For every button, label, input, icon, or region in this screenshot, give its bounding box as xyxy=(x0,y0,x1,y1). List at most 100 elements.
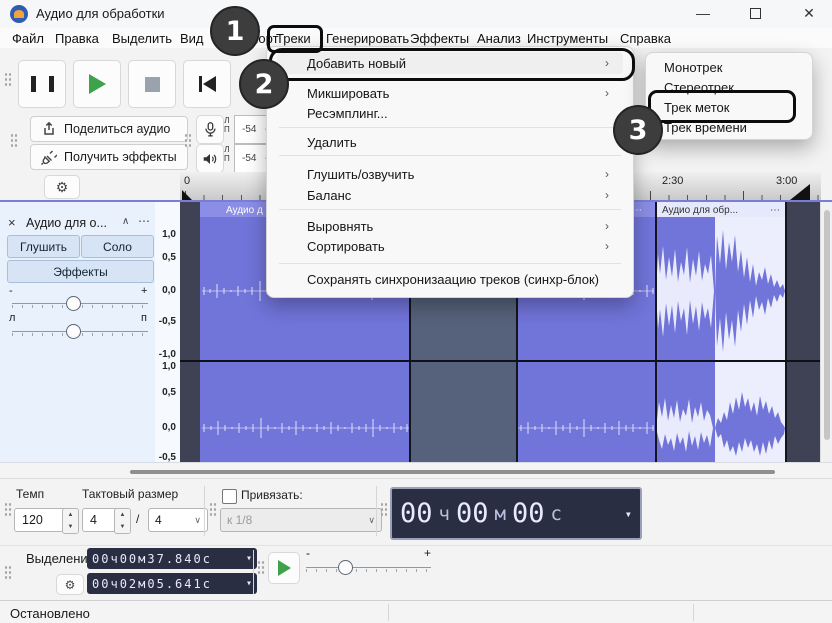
track-title[interactable]: Аудио для о... xyxy=(26,216,107,230)
menu-edit[interactable]: Правка xyxy=(55,30,99,46)
play-button[interactable] xyxy=(73,60,121,108)
play-speed-drag-handle[interactable] xyxy=(257,560,265,576)
playback-meter-button[interactable] xyxy=(196,144,224,173)
selection-toolbar-drag-handle[interactable] xyxy=(4,565,12,581)
menu-analyze[interactable]: Анализ xyxy=(477,30,521,46)
share-audio-button[interactable]: Поделиться аудио xyxy=(30,116,188,142)
submenu-item-time-track[interactable]: Трек времени xyxy=(656,117,802,137)
plug-icon xyxy=(41,150,57,165)
snap-toolbar-drag-handle[interactable] xyxy=(209,502,217,518)
gain-minus-label: - xyxy=(9,285,13,297)
pause-button[interactable] xyxy=(18,60,66,108)
menu-item-resample[interactable]: Ресэмплинг... xyxy=(277,103,623,123)
spin-up-icon[interactable]: ▲ xyxy=(63,509,78,521)
sel-end-minutes[interactable]: 02 xyxy=(119,576,139,591)
window-title: Аудио для обработки xyxy=(36,6,165,21)
selection-options-button[interactable]: ⚙ xyxy=(56,574,84,595)
menu-item-label: Глушить/озвучить xyxy=(307,166,415,182)
track-close-icon[interactable]: × xyxy=(8,215,16,230)
track-collapse-icon[interactable]: ∧ xyxy=(122,216,130,227)
meter-toolbar-drag-handle[interactable] xyxy=(184,133,192,149)
pan-slider-knob[interactable] xyxy=(66,324,81,339)
close-button[interactable]: ✕ xyxy=(792,1,826,25)
tempo-stepper[interactable]: ▲ ▼ xyxy=(62,508,79,534)
timeline-options-button[interactable]: ⚙ xyxy=(44,175,80,199)
playhead-marker[interactable] xyxy=(788,184,812,200)
skip-to-start-button[interactable] xyxy=(183,60,231,108)
submenu-item-stereo-track[interactable]: Стереотрек xyxy=(656,77,802,97)
track-menu-icon[interactable]: ⋯ xyxy=(138,214,150,228)
menu-item-remove[interactable]: Удалить xyxy=(277,132,623,152)
speed-slider-track[interactable] xyxy=(306,567,431,568)
menu-item-pan[interactable]: Баланс › xyxy=(277,185,623,205)
record-meter-button[interactable] xyxy=(196,115,224,144)
pause-icon xyxy=(30,76,54,92)
share-toolbar-drag-handle[interactable] xyxy=(10,133,18,149)
menu-help[interactable]: Справка xyxy=(620,30,671,46)
caret-icon[interactable]: ▾ xyxy=(245,578,252,589)
time-signature-stepper[interactable]: ▲ ▼ xyxy=(114,508,131,534)
menu-item-sort[interactable]: Сортировать › xyxy=(277,236,623,256)
solo-button[interactable]: Соло xyxy=(81,235,154,258)
effects-button[interactable]: Эффекты xyxy=(7,260,154,283)
menu-item-sync-lock[interactable]: Сохранять синхронизаацию треков (синхр-б… xyxy=(277,268,623,290)
menu-tools[interactable]: Инструменты xyxy=(527,30,609,46)
menu-tracks[interactable]: Треки xyxy=(276,30,311,46)
clip1-menu-icon[interactable]: ⋯ xyxy=(632,205,642,216)
menu-file[interactable]: Файл xyxy=(12,30,44,46)
time-signature-lower-select[interactable]: 4 ∨ xyxy=(148,508,208,532)
submenu-item-mono-track[interactable]: Монотрек xyxy=(656,57,802,77)
selection-start-display[interactable]: 00 ч 00 м 37.840 с ▾ xyxy=(87,548,257,569)
play-at-speed-button[interactable] xyxy=(268,552,300,584)
get-effects-button[interactable]: Получить эффекты xyxy=(30,144,188,170)
spin-up-icon[interactable]: ▲ xyxy=(115,509,130,521)
menu-item-align[interactable]: Выровнять › xyxy=(277,216,623,236)
position-hours[interactable]: 00 xyxy=(400,498,433,529)
sel-start-hours[interactable]: 00 xyxy=(92,551,111,566)
vertical-scrollbar-thumb[interactable] xyxy=(824,210,830,440)
menu-effects[interactable]: Эффекты xyxy=(410,30,470,46)
snap-select[interactable]: к 1/8 ∨ xyxy=(220,508,382,532)
clip2-menu-icon[interactable]: ⋯ xyxy=(770,205,780,216)
sel-start-seconds[interactable]: 37.840 xyxy=(147,551,203,566)
menu-item-label: Добавить новый xyxy=(307,55,406,71)
caret-icon[interactable]: ▾ xyxy=(245,553,252,564)
share-audio-label: Поделиться аудио xyxy=(64,122,171,136)
transport-drag-handle[interactable] xyxy=(4,72,12,88)
position-seconds[interactable]: 00 xyxy=(511,498,545,529)
stop-button[interactable] xyxy=(128,60,176,108)
time-signature-upper-input[interactable]: 4 xyxy=(82,508,119,532)
maximize-button[interactable] xyxy=(738,1,772,25)
menu-item-add-new[interactable]: Добавить новый › xyxy=(277,52,623,74)
tempo-input[interactable]: 120 xyxy=(14,508,67,532)
minimize-button[interactable]: — xyxy=(686,1,720,25)
horizontal-scrollbar[interactable] xyxy=(0,462,832,479)
sel-start-minutes[interactable]: 00 xyxy=(119,551,139,566)
mute-button[interactable]: Глушить xyxy=(7,235,80,258)
menu-item-mute-unmute[interactable]: Глушить/озвучить › xyxy=(277,164,623,184)
tempo-toolbar-drag-handle[interactable] xyxy=(4,502,12,518)
snap-label: Привязать: xyxy=(241,488,303,502)
sel-end-seconds[interactable]: 05.641 xyxy=(147,576,203,591)
menu-view[interactable]: Вид xyxy=(180,30,204,46)
audio-position-display[interactable]: 00 ч 00 м 00 с ▾ xyxy=(390,487,642,540)
menu-select[interactable]: Выделить xyxy=(112,30,172,46)
time-display-drag-handle[interactable] xyxy=(380,502,388,518)
menu-item-mix[interactable]: Микшировать › xyxy=(277,83,623,103)
submenu-item-label-track[interactable]: Трек меток xyxy=(656,97,802,117)
time-format-caret-icon[interactable]: ▾ xyxy=(624,506,632,521)
snap-checkbox[interactable] xyxy=(222,489,237,504)
gain-slider-knob[interactable] xyxy=(66,296,81,311)
speed-slider-knob[interactable] xyxy=(338,560,353,575)
get-effects-label: Получить эффекты xyxy=(64,150,177,164)
position-minutes[interactable]: 00 xyxy=(455,498,489,529)
horizontal-scrollbar-thumb[interactable] xyxy=(130,470,775,474)
sel-end-hours[interactable]: 00 xyxy=(92,576,111,591)
spin-down-icon[interactable]: ▼ xyxy=(63,521,78,533)
menu-generate[interactable]: Генерировать xyxy=(326,30,410,46)
vertical-ruler[interactable]: 1,0 0,5 0,0 -0,5 -1,0 1,0 0,5 0,0 -0,5 xyxy=(155,202,181,463)
clip2-header[interactable] xyxy=(656,202,786,217)
spin-down-icon[interactable]: ▼ xyxy=(115,521,130,533)
vertical-scrollbar[interactable] xyxy=(820,202,832,462)
selection-end-display[interactable]: 00 ч 02 м 05.641 с ▾ xyxy=(87,573,257,594)
